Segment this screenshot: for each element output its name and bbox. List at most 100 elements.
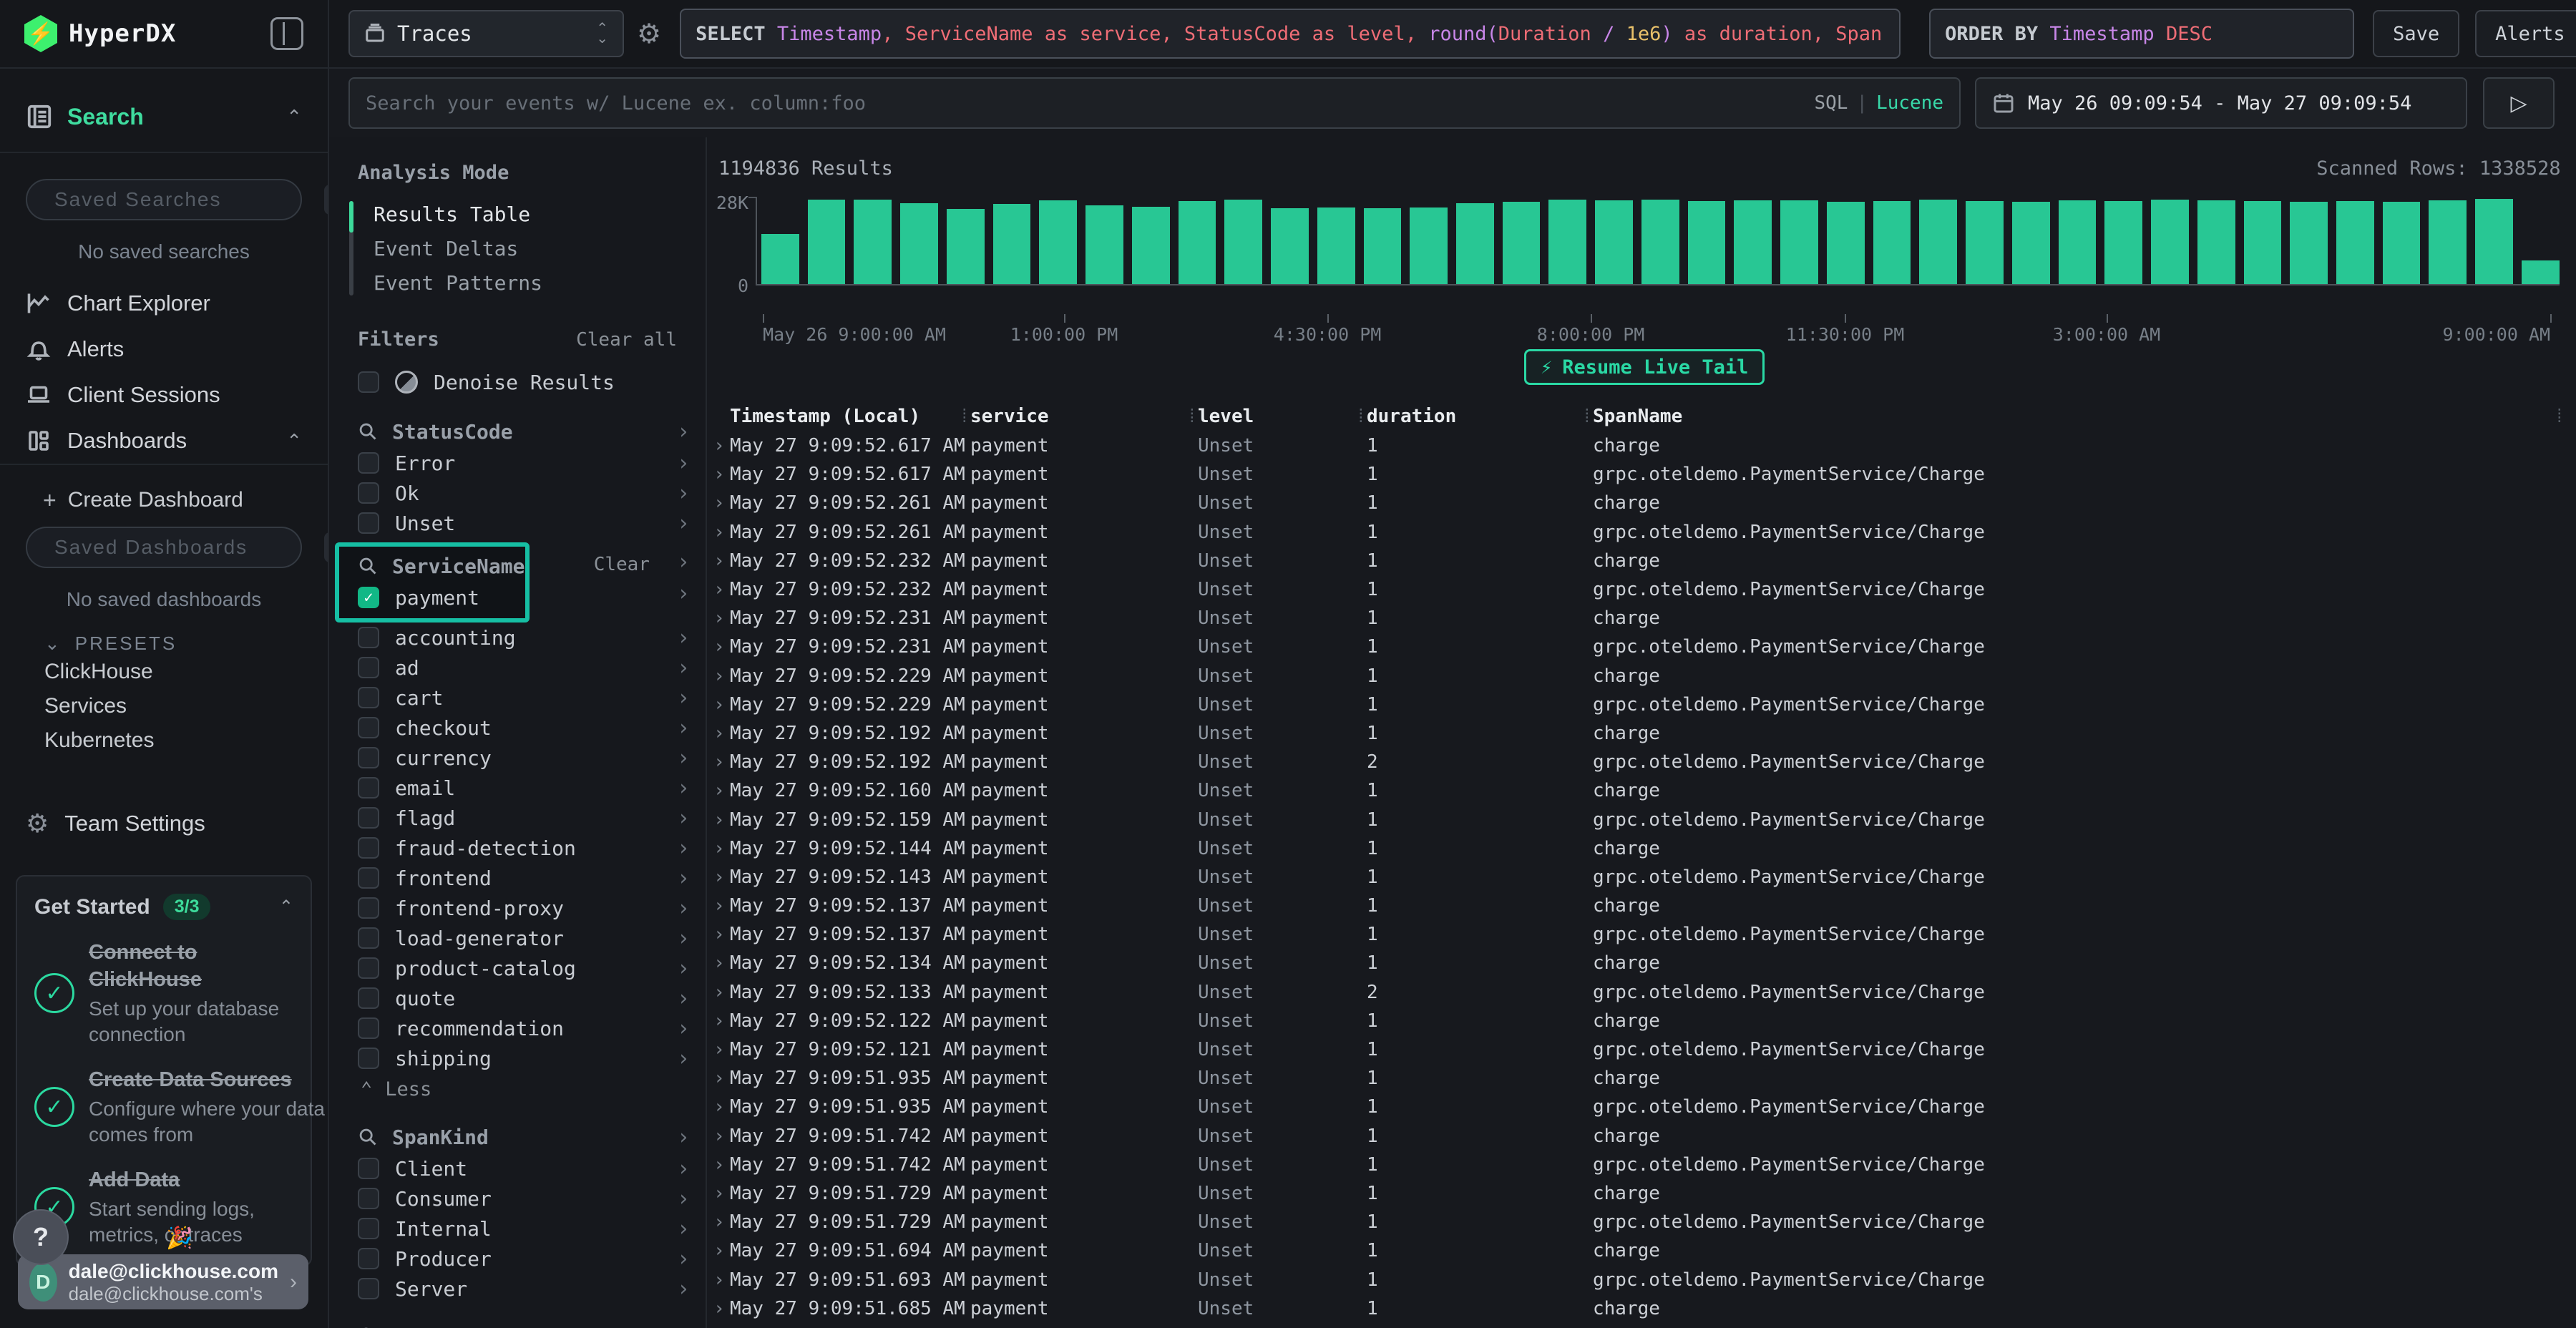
clear-all-button[interactable]: Clear all	[576, 328, 677, 351]
checkbox[interactable]	[358, 371, 379, 393]
filter-group-spanname[interactable]: SpanName ›	[329, 1319, 706, 1328]
table-row[interactable]: › May 27 9:09:51.729 AM payment Unset 1 grpc.…	[707, 1208, 2576, 1236]
checkbox[interactable]	[358, 1218, 379, 1239]
analysis-mode-results-table[interactable]: Results Table	[374, 202, 531, 226]
histogram-bar[interactable]	[992, 203, 1031, 284]
table-row[interactable]: › May 27 9:09:52.121 AM payment Unset 1 grpc.…	[707, 1035, 2576, 1064]
table-row[interactable]: › May 27 9:09:52.617 AM payment Unset 1 charg…	[707, 431, 2576, 460]
chevron-right-icon[interactable]: ›	[676, 1186, 690, 1211]
chevron-right-icon[interactable]: ›	[676, 419, 690, 444]
chevron-right-icon[interactable]: ›	[676, 1156, 690, 1181]
histogram-bar[interactable]	[946, 209, 985, 284]
column-header-timestamp[interactable]: Timestamp (Local)	[730, 406, 921, 427]
histogram-bar[interactable]	[1873, 201, 1911, 284]
filter-item[interactable]: ad ›	[329, 653, 706, 683]
row-expand-icon[interactable]: ›	[713, 952, 725, 975]
event-search-input[interactable]	[366, 92, 1803, 114]
lucene-mode-label[interactable]: Lucene	[1876, 92, 1943, 114]
sidebar-item-chart-explorer[interactable]: Chart Explorer	[0, 280, 328, 326]
table-row[interactable]: › May 27 9:09:52.137 AM payment Unset 1 grpc.…	[707, 920, 2576, 949]
table-row[interactable]: › May 27 9:09:52.229 AM payment Unset 1 grpc.…	[707, 690, 2576, 719]
chevron-right-icon[interactable]: ›	[676, 1124, 690, 1150]
histogram-bar[interactable]	[2475, 198, 2513, 284]
saved-searches-input[interactable]: ⌘K	[26, 179, 328, 220]
sidebar-item-team-settings[interactable]: ⚙ Team Settings	[0, 801, 328, 846]
row-expand-icon[interactable]: ›	[713, 809, 725, 831]
row-expand-icon[interactable]: ›	[713, 895, 725, 917]
histogram-bar[interactable]	[1734, 200, 1772, 284]
histogram-bar[interactable]	[2336, 201, 2374, 284]
row-expand-icon[interactable]: ›	[713, 1068, 725, 1090]
row-expand-icon[interactable]: ›	[713, 550, 725, 572]
chevron-right-icon[interactable]: ›	[676, 1216, 690, 1241]
checkbox[interactable]	[358, 1048, 379, 1069]
table-row[interactable]: › May 27 9:09:51.742 AM payment Unset 1 charg…	[707, 1122, 2576, 1151]
row-expand-icon[interactable]: ›	[713, 665, 725, 687]
checkbox-checked[interactable]: ✓	[358, 587, 379, 608]
histogram-bar[interactable]	[1039, 200, 1078, 284]
row-expand-icon[interactable]: ›	[713, 521, 725, 543]
histogram-bar[interactable]	[2151, 199, 2189, 284]
row-expand-icon[interactable]: ›	[713, 579, 725, 601]
table-row[interactable]: › May 27 9:09:52.192 AM payment Unset 2 grpc.…	[707, 748, 2576, 776]
help-button[interactable]: ?	[13, 1209, 69, 1265]
histogram-bar[interactable]	[2521, 260, 2560, 284]
filter-item[interactable]: Unset ›	[329, 508, 706, 538]
filter-item[interactable]: Producer ›	[329, 1244, 706, 1274]
saved-dashboards-input[interactable]: ⌘K	[26, 527, 328, 568]
query-language-toggle[interactable]: SQL | Lucene	[1814, 92, 1943, 114]
row-expand-icon[interactable]: ›	[713, 1211, 725, 1234]
filter-item[interactable]: email ›	[329, 773, 706, 803]
chevron-right-icon[interactable]: ›	[676, 1246, 690, 1271]
filter-item[interactable]: currency ›	[329, 743, 706, 773]
chevron-up-icon[interactable]: ⌃	[286, 105, 302, 127]
filter-item[interactable]: Ok ›	[329, 478, 706, 508]
chevron-right-icon[interactable]: ›	[676, 715, 690, 741]
histogram-bar[interactable]	[807, 199, 846, 284]
sql-select-editor[interactable]: SELECT Timestamp, ServiceName as service…	[680, 9, 1901, 59]
chevron-right-icon[interactable]: ›	[676, 925, 690, 951]
sql-mode-label[interactable]: SQL	[1814, 92, 1848, 114]
checkbox[interactable]	[358, 777, 379, 799]
preset-services[interactable]: Services	[44, 694, 127, 718]
row-expand-icon[interactable]: ›	[713, 837, 725, 859]
filter-group-spankind[interactable]: SpanKind ›	[329, 1120, 706, 1153]
chevron-right-icon[interactable]: ›	[676, 775, 690, 801]
date-range-picker[interactable]: May 26 09:09:54 - May 27 09:09:54	[1975, 77, 2467, 129]
checkbox[interactable]	[358, 452, 379, 474]
chevron-right-icon[interactable]: ›	[676, 955, 690, 981]
sidebar-item-alerts[interactable]: Alerts	[0, 326, 328, 372]
histogram-bar[interactable]	[2058, 200, 2097, 284]
preset-kubernetes[interactable]: Kubernetes	[44, 728, 155, 752]
checkbox[interactable]	[358, 747, 379, 768]
histogram-bar[interactable]	[1271, 208, 1309, 284]
filter-item[interactable]: Consumer ›	[329, 1183, 706, 1214]
histogram-bar[interactable]	[2197, 200, 2235, 284]
row-expand-icon[interactable]: ›	[713, 464, 725, 486]
chevron-up-icon[interactable]: ⌃	[278, 897, 293, 917]
table-row[interactable]: › May 27 9:09:51.935 AM payment Unset 1 charg…	[707, 1064, 2576, 1093]
histogram-bar[interactable]	[1826, 202, 1865, 284]
chevron-right-icon[interactable]: ›	[676, 655, 690, 680]
histogram-bar[interactable]	[1317, 207, 1355, 284]
checkbox[interactable]	[358, 717, 379, 738]
run-query-button[interactable]: ▷	[2483, 77, 2555, 129]
chevron-right-icon[interactable]: ›	[676, 685, 690, 711]
preset-clickhouse[interactable]: ClickHouse	[44, 660, 153, 683]
filter-item[interactable]: flagd ›	[329, 803, 706, 833]
sidebar-collapse-icon[interactable]	[270, 17, 303, 50]
chevron-right-icon[interactable]: ›	[676, 1015, 690, 1041]
user-menu[interactable]: D dale@clickhouse.com dale@clickhouse.co…	[18, 1254, 308, 1309]
checkbox[interactable]	[358, 627, 379, 648]
chevron-right-icon[interactable]: ›	[676, 1276, 690, 1302]
column-header-service[interactable]: service	[970, 406, 1049, 427]
histogram-bar[interactable]	[1919, 199, 1958, 284]
checkbox[interactable]	[358, 957, 379, 979]
histogram-plot[interactable]	[748, 197, 2560, 285]
row-expand-icon[interactable]: ›	[713, 1039, 725, 1061]
checkbox[interactable]	[358, 1248, 379, 1269]
histogram-bar[interactable]	[1548, 199, 1587, 284]
table-row[interactable]: › May 27 9:09:51.742 AM payment Unset 1 grpc.…	[707, 1151, 2576, 1179]
sidebar-item-search[interactable]: Search ⌃	[0, 94, 328, 139]
chevron-right-icon[interactable]: ›	[676, 550, 690, 575]
